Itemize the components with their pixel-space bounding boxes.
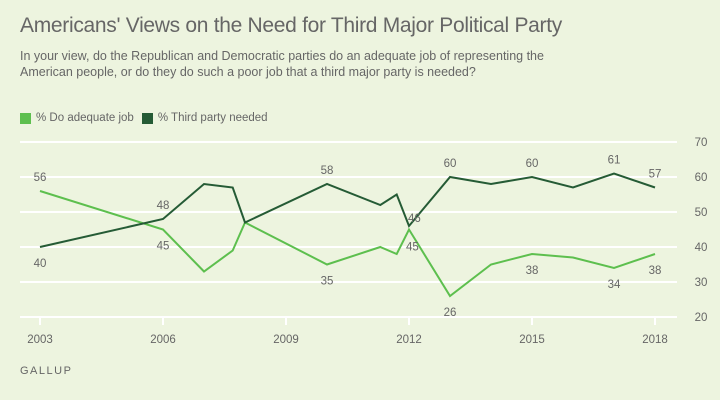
legend-label-third-party: % Third party needed (157, 112, 268, 124)
y-tick-label: 40 (695, 242, 708, 254)
data-label-adequate: 26 (444, 307, 457, 319)
data-label-third-party: 58 (321, 165, 334, 177)
data-label-third-party: 46 (408, 213, 421, 225)
legend-label-adequate: % Do adequate job (36, 112, 134, 124)
data-label-third-party: 48 (157, 200, 170, 212)
y-tick-label: 30 (695, 277, 708, 289)
chart-subtitle: In your view, do the Republican and Demo… (20, 49, 544, 79)
data-label-adequate: 38 (649, 265, 662, 277)
data-label-adequate: 56 (34, 172, 47, 184)
data-label-adequate: 35 (321, 276, 334, 288)
data-label-adequate: 45 (157, 241, 170, 253)
x-tick-label: 2015 (519, 334, 545, 346)
y-tick-label: 50 (695, 207, 708, 219)
series-line-third-party (39, 172, 656, 248)
y-tick-label: 20 (695, 312, 708, 324)
x-tick-label: 2003 (27, 334, 53, 346)
data-label-third-party: 57 (649, 169, 662, 181)
source-label: GALLUP (20, 365, 73, 377)
legend: % Do adequate job % Third party needed (20, 112, 276, 124)
data-label-adequate: 34 (608, 279, 621, 291)
y-tick-label: 70 (695, 137, 708, 149)
data-label-adequate: 45 (406, 242, 419, 254)
legend-swatch-third-party (141, 112, 153, 124)
data-label-third-party: 61 (608, 155, 621, 167)
x-tick-label: 2006 (150, 334, 176, 346)
legend-swatch-adequate (20, 112, 31, 124)
data-label-third-party: 60 (444, 158, 457, 170)
data-label-third-party: 60 (526, 158, 539, 170)
legend-item-adequate: % Do adequate job (20, 112, 134, 124)
series-line-adequate (39, 190, 656, 298)
y-tick-label: 60 (695, 172, 708, 184)
x-tick-label: 2009 (273, 334, 299, 346)
x-tick-label: 2012 (396, 334, 422, 346)
data-label-third-party: 40 (34, 258, 47, 270)
data-label-adequate: 38 (526, 265, 539, 277)
legend-item-third-party: % Third party needed (141, 112, 268, 124)
chart-title: Americans' Views on the Need for Third M… (20, 14, 562, 37)
x-tick-label: 2018 (642, 334, 668, 346)
